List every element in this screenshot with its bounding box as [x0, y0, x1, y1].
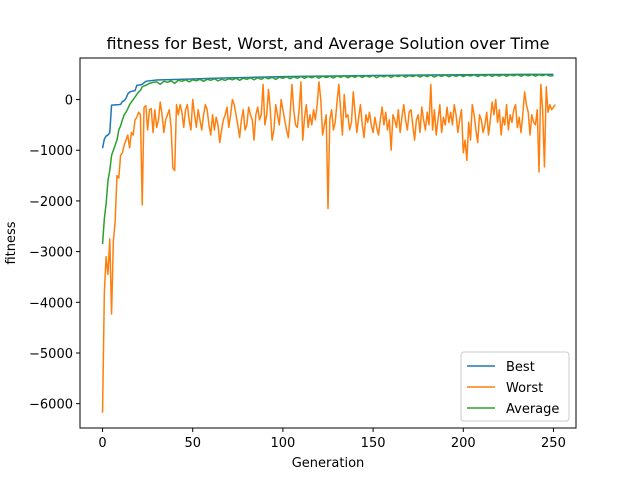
x-tick-label: 250 — [541, 436, 566, 451]
legend-frame — [460, 351, 570, 422]
legend-label-worst: Worst — [506, 381, 543, 396]
y-tick-label: −3000 — [29, 246, 73, 261]
y-tick-label: −6000 — [29, 398, 73, 413]
series-line-worst — [101, 81, 556, 413]
y-tick-label: 0 — [65, 94, 73, 109]
y-tick-label: −4000 — [29, 296, 73, 311]
series-layer — [101, 73, 556, 413]
x-tick-label: 200 — [451, 436, 476, 451]
x-tick-label: 150 — [361, 436, 386, 451]
chart-title: fitness for Best, Worst, and Average Sol… — [107, 34, 550, 53]
x-tick-label: 100 — [270, 436, 295, 451]
x-tick-label: 0 — [98, 436, 106, 451]
series-line-average — [101, 73, 554, 245]
x-axis-label: Generation — [292, 456, 365, 471]
ticks-layer: 0 50 100 150 200 250 −6000 −5000 −4000 −3000 −2000… — [29, 94, 566, 451]
axes-spines — [79, 57, 577, 429]
y-tick-label: −5000 — [29, 347, 73, 362]
y-tick-label: −1000 — [29, 144, 73, 159]
legend-label-average: Average — [506, 402, 559, 417]
legend: Best Worst Average — [460, 351, 570, 422]
y-axis-label: fitness — [4, 221, 19, 264]
x-tick-label: 50 — [184, 436, 201, 451]
y-tick-label: −2000 — [29, 195, 73, 210]
legend-label-best: Best — [506, 360, 535, 375]
